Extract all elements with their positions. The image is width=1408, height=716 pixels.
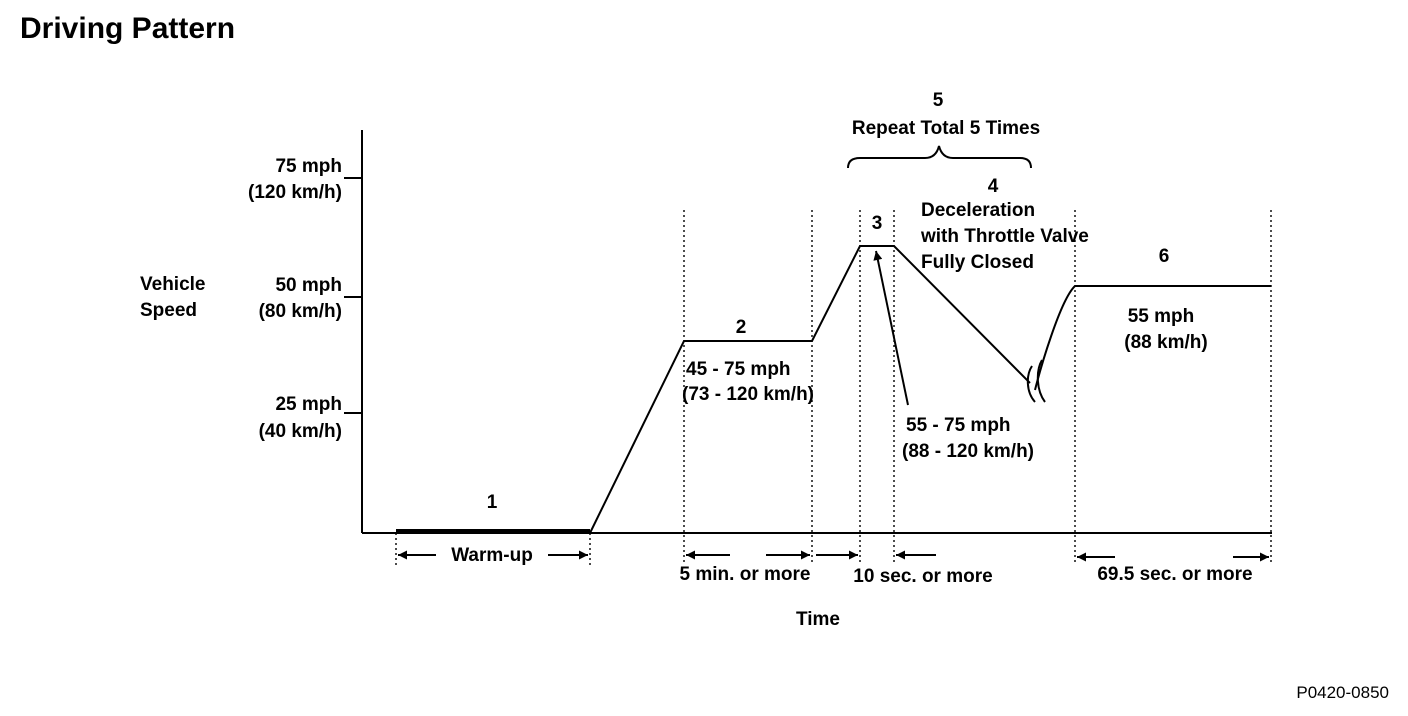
step2-number: 2 — [736, 317, 747, 338]
step1-number: 1 — [487, 492, 498, 513]
diagram-title: Driving Pattern — [20, 12, 235, 45]
tick-label-25-kmh: (40 km/h) — [259, 421, 342, 442]
step6-speed-kmh: (88 km/h) — [1124, 332, 1207, 353]
tick-label-75-mph: 75 mph — [275, 156, 342, 177]
step4-number: 4 — [988, 176, 999, 197]
speed-profile-line — [589, 245, 1031, 534]
ten-sec-label: 10 sec. or more — [853, 566, 992, 587]
step4-line3: Fully Closed — [921, 252, 1034, 273]
x-axis-label-time: Time — [796, 609, 840, 630]
step2-speed-kmh: (73 - 120 km/h) — [682, 384, 814, 405]
repeat-brace — [847, 145, 1032, 169]
step5-number: 5 — [933, 90, 944, 111]
break-mark-left — [1026, 365, 1036, 403]
acceleration-curve — [1034, 285, 1076, 391]
y-axis-label-speed: Speed — [140, 300, 197, 321]
step6-speed-mph: 55 mph — [1128, 306, 1195, 327]
tick-label-75-kmh: (120 km/h) — [248, 182, 342, 203]
step3-speed-mph: 55 - 75 mph — [906, 415, 1011, 436]
step4-line1: Deceleration — [921, 200, 1035, 221]
y-axis-label-vehicle: Vehicle — [140, 274, 206, 295]
step6-number: 6 — [1159, 246, 1170, 267]
figure-code: P0420-0850 — [1296, 683, 1389, 702]
five-min-label: 5 min. or more — [680, 564, 811, 585]
step4-line2: with Throttle Valve — [920, 226, 1089, 247]
tick-label-50-kmh: (80 km/h) — [259, 301, 342, 322]
step3-speed-kmh: (88 - 120 km/h) — [902, 441, 1034, 462]
warmup-label: Warm-up — [451, 545, 533, 566]
sixty-nine-sec-label: 69.5 sec. or more — [1097, 564, 1252, 585]
tick-label-25-mph: 25 mph — [275, 394, 342, 415]
step5-repeat-label: Repeat Total 5 Times — [852, 118, 1040, 139]
tick-label-50-mph: 50 mph — [275, 275, 342, 296]
step3-pointer-arrow — [873, 250, 909, 406]
break-mark-right — [1036, 359, 1046, 403]
step2-speed-mph: 45 - 75 mph — [686, 359, 791, 380]
step3-number: 3 — [872, 213, 883, 234]
